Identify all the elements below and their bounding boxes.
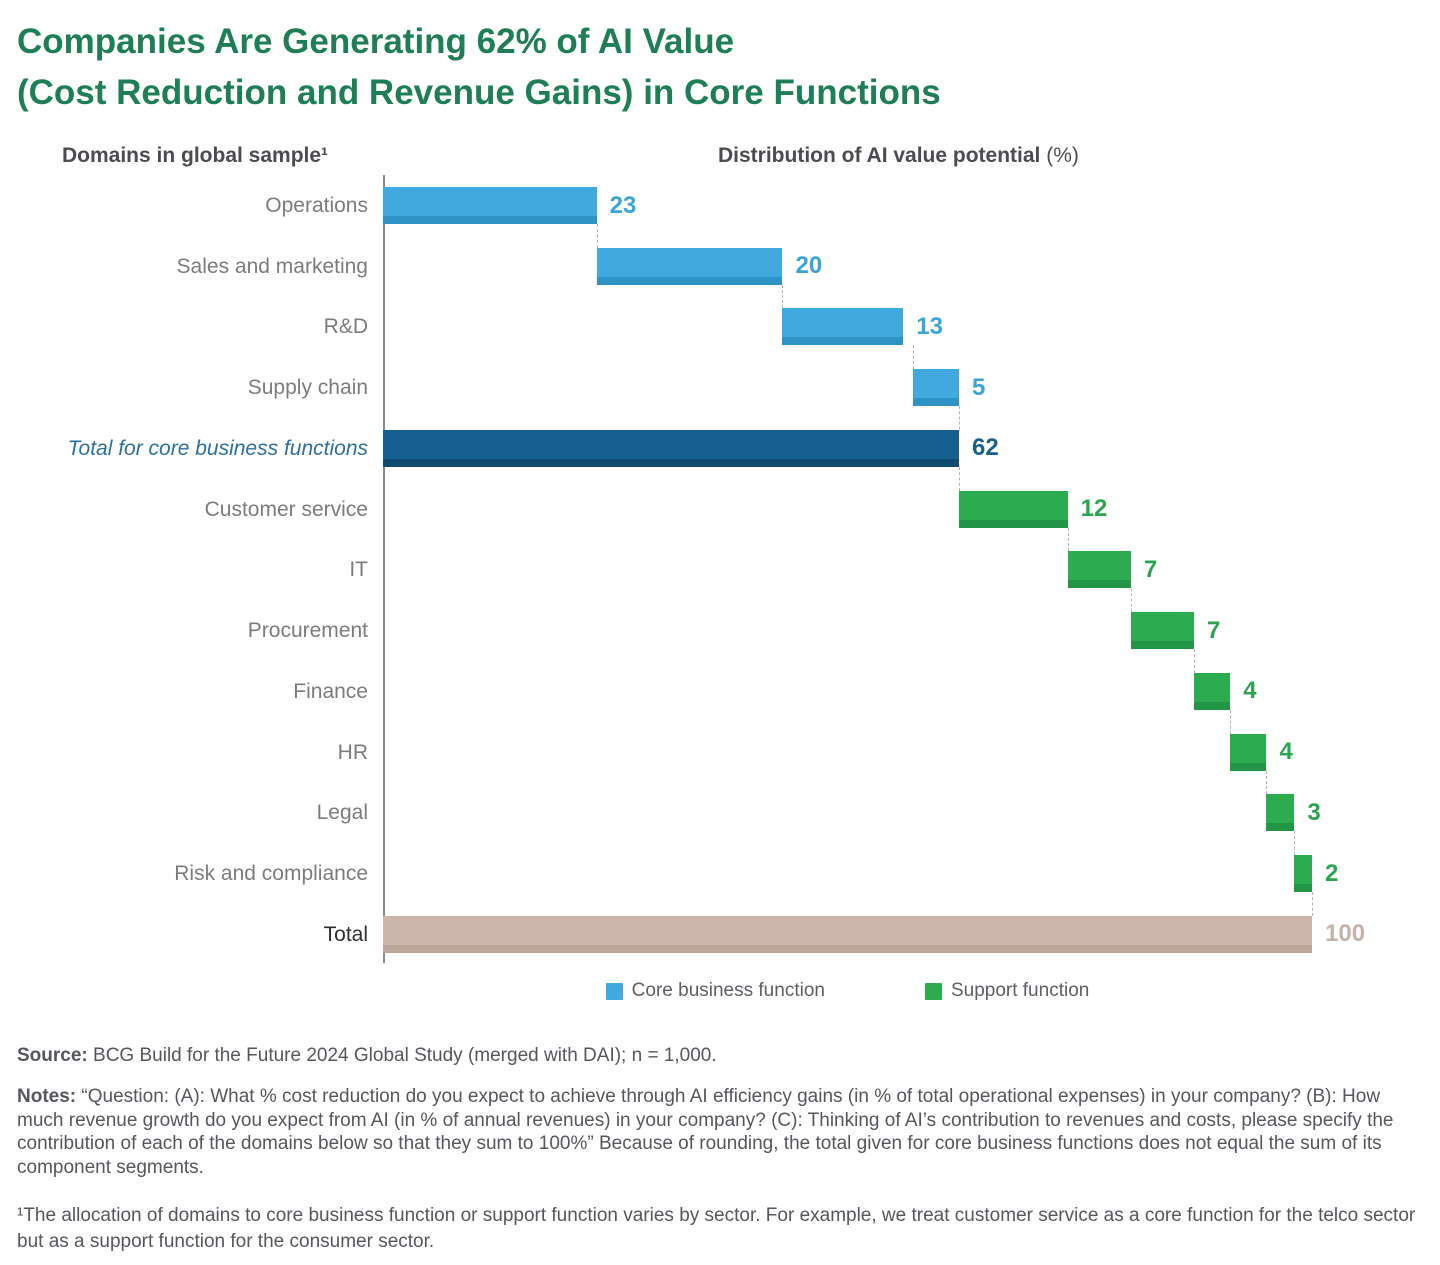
category-label-sales-and-marketing: Sales and marketing bbox=[176, 254, 368, 278]
bar-customer-service bbox=[958, 490, 1068, 528]
right-column-header: Distribution of AI value potential (%) bbox=[718, 144, 1079, 167]
value-label-risk-and-compliance: 2 bbox=[1325, 859, 1339, 887]
value-label-sales-and-marketing: 20 bbox=[795, 252, 823, 280]
source-label: Source: bbox=[17, 1045, 88, 1066]
page-title: Companies Are Generating 62% of AI Value… bbox=[17, 16, 941, 118]
notes-line: Notes: “Question: (A): What % cost reduc… bbox=[17, 1085, 1423, 1179]
core-business-function-swatch-icon bbox=[605, 982, 623, 1000]
bar-supply-chain bbox=[912, 369, 959, 407]
bar-finance bbox=[1194, 672, 1231, 710]
bar-total bbox=[383, 915, 1312, 953]
waterfall-connector-risk-and-compliance-to-total bbox=[1312, 892, 1313, 916]
value-label-total-for-core-business-functions: 62 bbox=[971, 434, 999, 462]
title-line-2: (Cost Reduction and Revenue Gains) in Co… bbox=[17, 73, 941, 112]
value-label-operations: 23 bbox=[609, 191, 637, 219]
bar-risk-and-compliance bbox=[1294, 855, 1312, 893]
waterfall-connector-operations-to-sales-and-marketing bbox=[596, 224, 598, 248]
bar-r-d bbox=[782, 308, 904, 346]
value-label-hr: 4 bbox=[1279, 738, 1293, 766]
category-label-hr: HR bbox=[337, 740, 368, 764]
category-label-procurement: Procurement bbox=[247, 619, 368, 643]
bar-legal bbox=[1266, 794, 1295, 832]
source-text: BCG Build for the Future 2024 Global Stu… bbox=[93, 1045, 717, 1066]
bar-operations bbox=[383, 187, 597, 224]
title-line-1: Companies Are Generating 62% of AI Value bbox=[17, 22, 735, 61]
notes-label: Notes: bbox=[17, 1086, 77, 1107]
value-label-total: 100 bbox=[1325, 920, 1366, 948]
legend-item-core-business-function: Core business function bbox=[605, 980, 825, 1002]
waterfall-connector-procurement-to-finance bbox=[1194, 649, 1196, 673]
notes-text: “Question: (A): What % cost reduction do… bbox=[17, 1086, 1394, 1178]
bar-hr bbox=[1230, 733, 1267, 771]
legend-item-support-function: Support function bbox=[924, 980, 1090, 1002]
waterfall-connector-legal-to-risk-and-compliance bbox=[1294, 831, 1296, 856]
waterfall-connector-supply-chain-to-total-for-core-business-functions bbox=[958, 406, 960, 430]
support-function-swatch-icon bbox=[924, 982, 942, 1000]
waterfall-connector-hr-to-legal bbox=[1266, 770, 1268, 795]
legend-label-core: Core business function bbox=[631, 980, 825, 1001]
category-label-total-for-core-business-functions: Total for core business functions bbox=[67, 436, 368, 460]
category-label-r-d: R&D bbox=[323, 315, 368, 339]
bar-procurement bbox=[1130, 612, 1195, 650]
waterfall-connector-r-d-to-supply-chain bbox=[912, 345, 914, 370]
value-label-r-d: 13 bbox=[916, 312, 943, 340]
bar-it bbox=[1067, 551, 1131, 589]
value-label-procurement: 7 bbox=[1207, 616, 1221, 644]
category-label-finance: Finance bbox=[293, 679, 368, 703]
value-label-finance: 4 bbox=[1243, 677, 1257, 705]
waterfall-connector-sales-and-marketing-to-r-d bbox=[782, 284, 784, 309]
source-line: Source: BCG Build for the Future 2024 Gl… bbox=[17, 1044, 1423, 1067]
y-axis-line bbox=[383, 175, 385, 963]
value-label-customer-service: 12 bbox=[1080, 495, 1108, 523]
chart-legend: Core business function Support function bbox=[383, 980, 1312, 1002]
waterfall-connector-finance-to-hr bbox=[1230, 709, 1232, 734]
bar-total-for-core-business-functions bbox=[383, 429, 959, 467]
waterfall-connector-total-for-core-business-functions-to-customer-service bbox=[958, 466, 960, 491]
category-label-supply-chain: Supply chain bbox=[247, 376, 368, 400]
left-column-header: Domains in global sample¹ bbox=[62, 144, 329, 167]
right-header-unit: (%) bbox=[1040, 144, 1079, 167]
footnote-text: ¹The allocation of domains to core busin… bbox=[17, 1205, 1416, 1252]
bar-sales-and-marketing bbox=[596, 247, 783, 285]
category-label-risk-and-compliance: Risk and compliance bbox=[174, 862, 368, 886]
waterfall-connector-it-to-procurement bbox=[1130, 588, 1132, 613]
footer: Source: BCG Build for the Future 2024 Gl… bbox=[17, 1044, 1423, 1255]
value-label-it: 7 bbox=[1143, 555, 1158, 583]
category-label-operations: Operations bbox=[265, 194, 368, 217]
category-label-total: Total bbox=[323, 922, 368, 946]
category-label-customer-service: Customer service bbox=[204, 497, 368, 521]
value-label-supply-chain: 5 bbox=[971, 373, 986, 401]
category-label-it: IT bbox=[349, 558, 368, 582]
category-label-legal: Legal bbox=[316, 801, 368, 825]
waterfall-connector-customer-service-to-it bbox=[1067, 527, 1069, 552]
value-label-legal: 3 bbox=[1307, 798, 1321, 826]
legend-label-support: Support function bbox=[950, 980, 1090, 1001]
